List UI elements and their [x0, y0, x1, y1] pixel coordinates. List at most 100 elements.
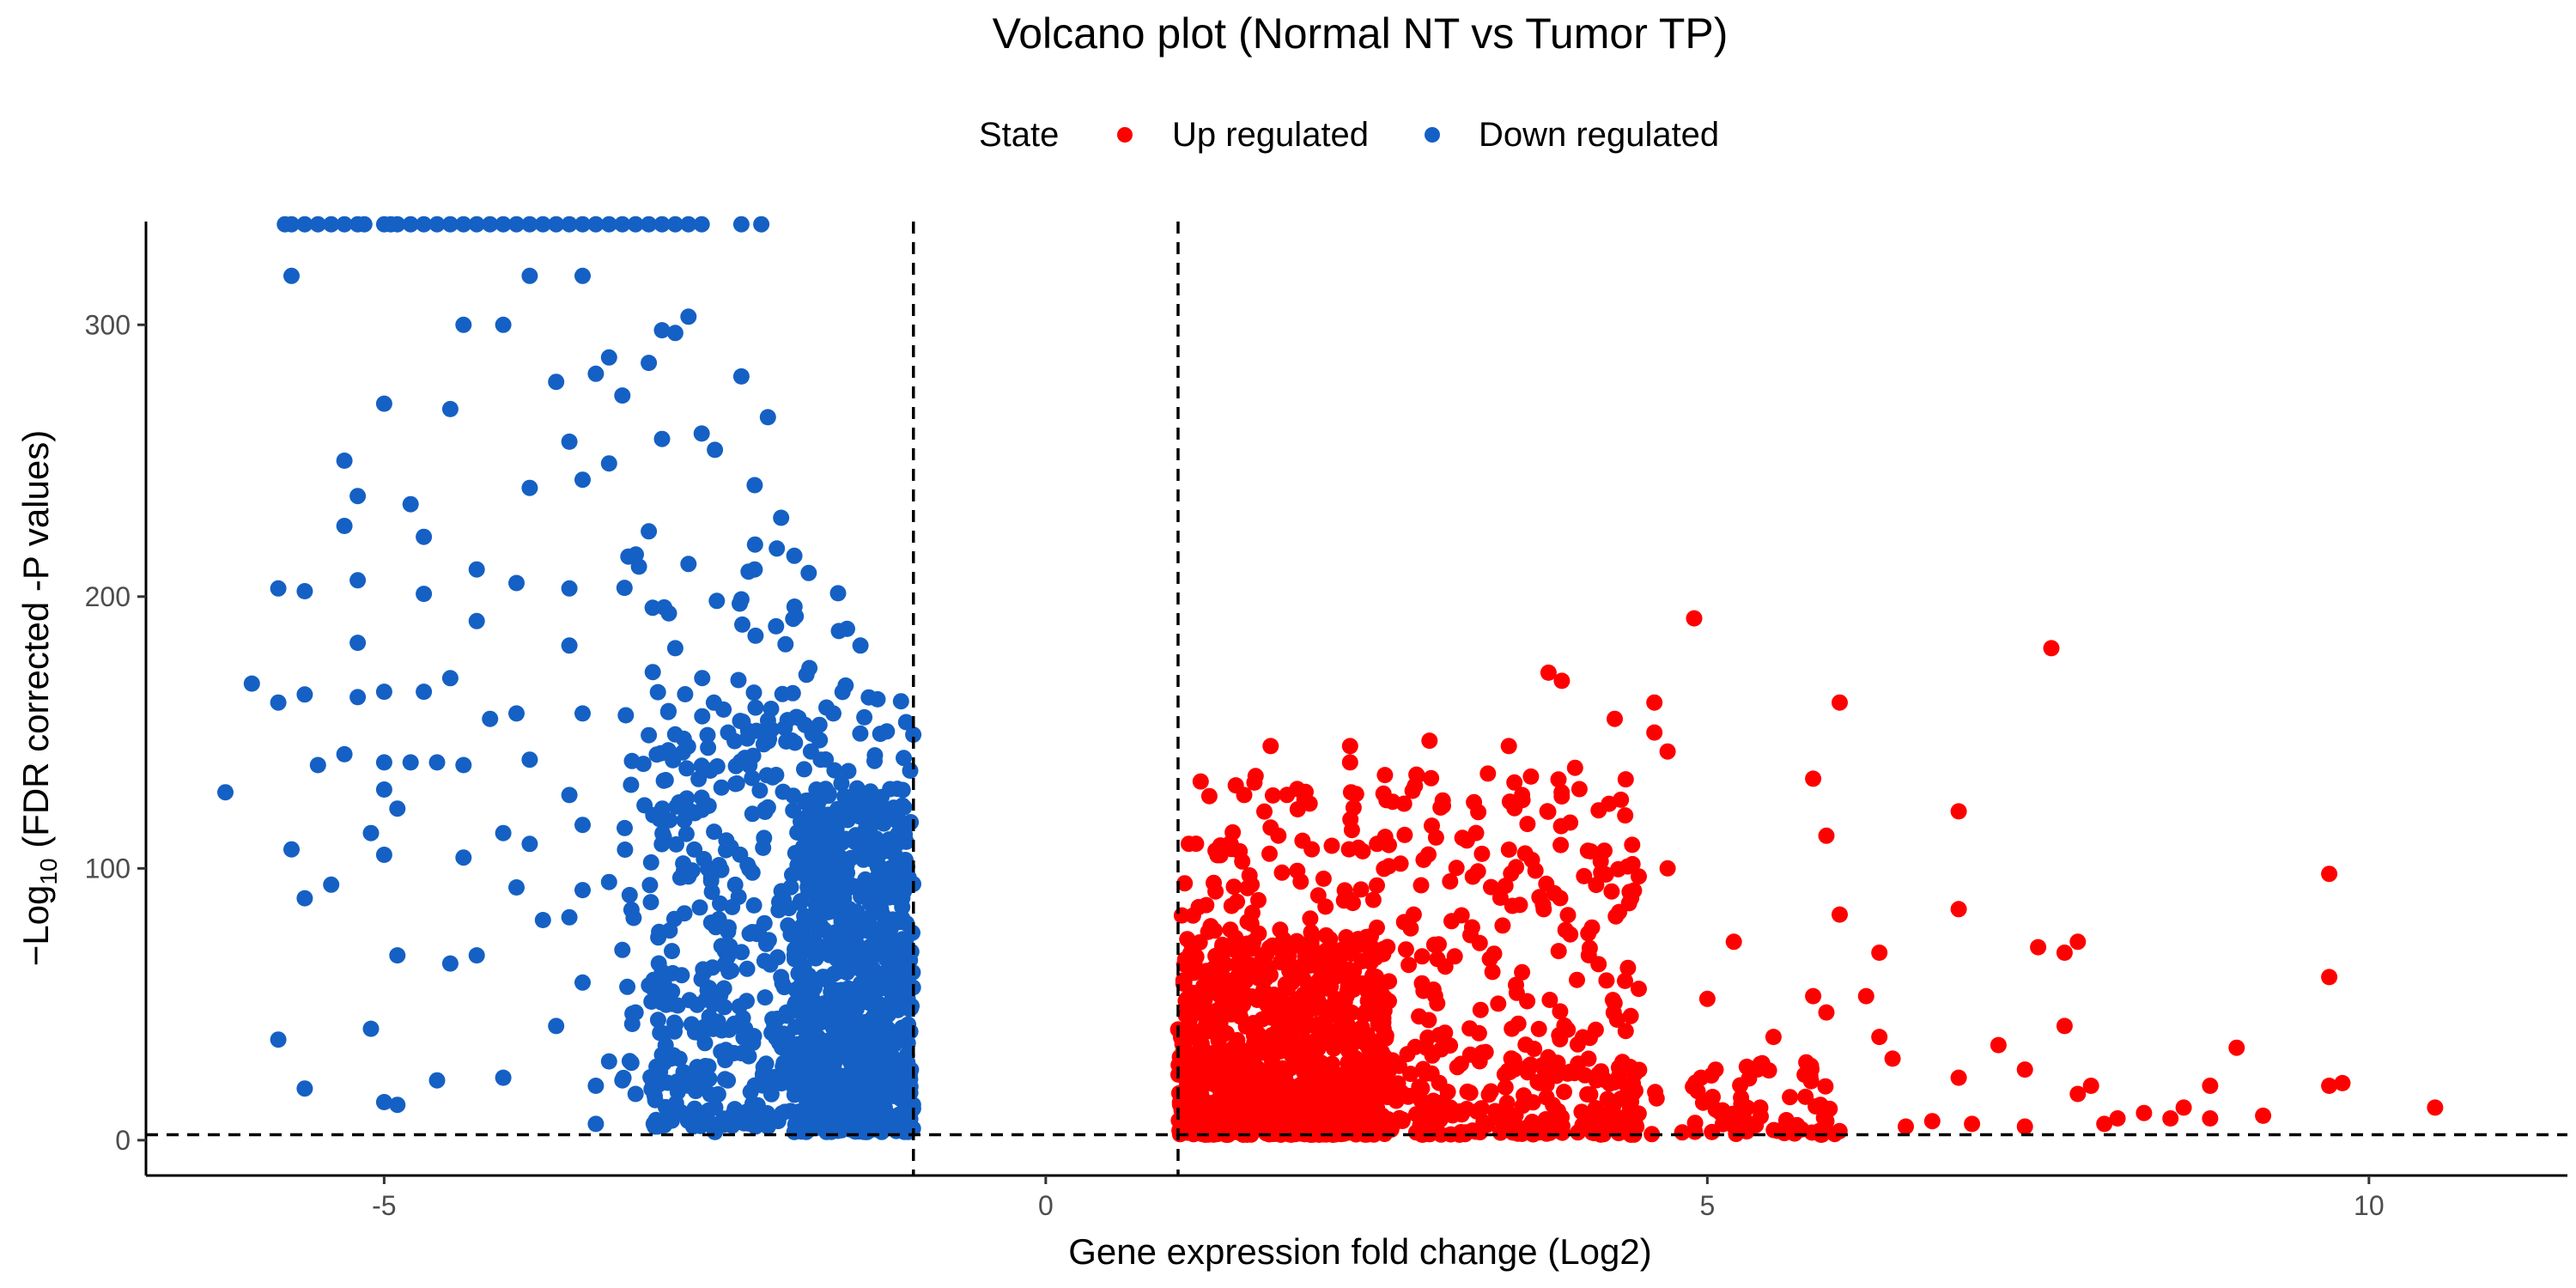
data-point [1262, 1009, 1279, 1026]
data-point [753, 216, 770, 233]
data-point [1832, 906, 1848, 923]
data-point [1624, 836, 1641, 854]
data-point [402, 216, 419, 233]
data-point [807, 896, 824, 914]
data-point [1553, 672, 1571, 690]
data-point [1590, 802, 1607, 819]
data-point [1404, 782, 1421, 799]
data-point [1621, 1059, 1638, 1075]
data-point [1588, 877, 1605, 894]
data-point [839, 933, 856, 951]
data-point [623, 902, 640, 918]
data-point [739, 856, 756, 873]
data-point [1222, 1105, 1239, 1121]
data-point [715, 980, 732, 997]
data-point [1369, 877, 1385, 894]
data-point [1704, 1089, 1721, 1105]
data-point [1631, 868, 1647, 885]
data-point [773, 509, 790, 526]
data-point [1323, 837, 1340, 854]
data-point [1345, 799, 1362, 817]
data-point [468, 612, 485, 629]
data-point [1210, 986, 1227, 1003]
data-point [862, 1103, 879, 1121]
data-point [1341, 754, 1358, 771]
y-tick-label: 200 [85, 581, 131, 612]
data-point [617, 819, 633, 836]
data-point [1519, 993, 1536, 1010]
data-point [1566, 759, 1583, 776]
data-point [468, 561, 485, 578]
data-point [521, 267, 538, 284]
data-point [441, 670, 459, 687]
data-point [1610, 860, 1627, 878]
data-point [759, 409, 776, 426]
data-point [747, 627, 764, 644]
legend-swatch-down [1425, 127, 1440, 143]
data-point [652, 1063, 669, 1080]
data-point [661, 811, 678, 829]
data-point [680, 216, 697, 233]
data-point [574, 974, 591, 991]
data-point [508, 216, 525, 233]
data-point [656, 1116, 673, 1133]
data-point [861, 908, 878, 926]
data-point [1222, 921, 1239, 939]
data-point [375, 1094, 392, 1110]
data-point [902, 762, 919, 779]
data-point [1923, 1113, 1941, 1130]
data-point [1361, 1042, 1378, 1059]
data-point [1186, 1090, 1203, 1107]
data-point [2321, 1078, 2338, 1094]
data-point [1514, 963, 1531, 981]
data-point [1256, 803, 1273, 820]
data-point [715, 701, 732, 718]
data-point [1178, 990, 1195, 1007]
data-point [1274, 1119, 1291, 1136]
data-point [732, 368, 750, 385]
data-point [2056, 945, 2073, 961]
data-point [664, 943, 680, 960]
data-point [684, 1118, 702, 1135]
data-point [2255, 1107, 2272, 1124]
data-point [641, 726, 658, 744]
data-point [773, 969, 790, 986]
data-point [1315, 870, 1332, 887]
data-point [1435, 1093, 1452, 1110]
data-point [375, 754, 392, 771]
data-point [1573, 1103, 1590, 1121]
data-point [1421, 732, 1438, 750]
data-point [1619, 959, 1637, 976]
y-ticks: 0 100 200 300 [85, 309, 146, 1156]
data-point [759, 1118, 776, 1135]
data-point [1617, 972, 1633, 989]
data-point [1364, 891, 1382, 908]
data-point [1331, 950, 1348, 967]
data-point [837, 677, 854, 694]
legend-label-up: Up regulated [1172, 116, 1369, 154]
data-point [270, 580, 287, 597]
data-point [1284, 1059, 1301, 1076]
chart-title: Volcano plot (Normal NT vs Tumor TP) [993, 9, 1728, 58]
data-point [416, 528, 433, 545]
y-axis-label-suffix: (FDR corrected -P values) [15, 430, 56, 859]
data-point [2175, 1099, 2192, 1116]
data-point [706, 823, 723, 841]
data-point [768, 617, 785, 635]
data-point [574, 882, 591, 899]
data-point [784, 1051, 801, 1068]
data-point [2056, 1018, 2073, 1035]
data-point [811, 792, 828, 809]
data-point [1361, 1116, 1378, 1133]
data-point [734, 616, 750, 633]
data-point [892, 693, 909, 710]
data-point [1212, 837, 1229, 854]
data-point [2334, 1074, 2351, 1091]
data-point [1173, 907, 1190, 924]
data-point [1569, 971, 1585, 988]
data-point [336, 453, 353, 469]
data-point [660, 605, 677, 622]
data-point [1619, 1077, 1636, 1094]
data-point [309, 756, 326, 774]
data-point [707, 441, 724, 459]
